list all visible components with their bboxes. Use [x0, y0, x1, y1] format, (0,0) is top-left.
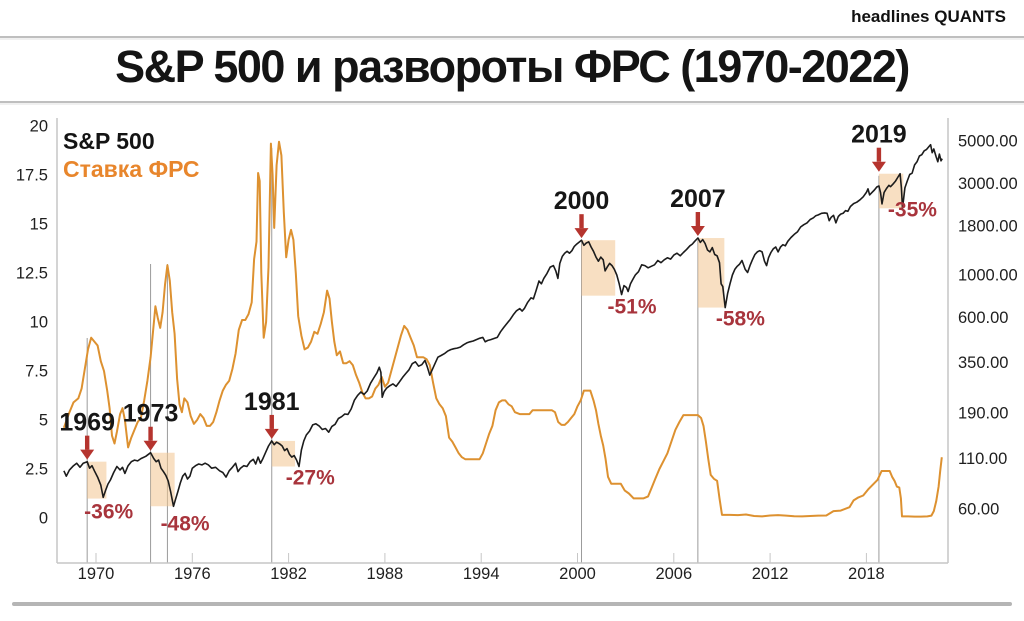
bottom-separator — [12, 602, 1012, 606]
page-title: S&P 500 и развороты ФРС (1970-2022) — [115, 41, 910, 92]
down-arrow-head-icon — [871, 161, 886, 172]
drawdown-pct-label: -27% — [286, 467, 335, 490]
annotation-2019: 2019 -35% — [851, 121, 937, 222]
sp500-line — [63, 143, 943, 508]
drawdown-shade-1973 — [150, 452, 175, 507]
drawdown-pct-label: -35% — [888, 198, 937, 221]
chart-svg: 1969 -36% 1973 -48% 1981 -27% 2000 -51% 2007 -58%… — [16, 118, 1018, 583]
chart-legend: S&P 500 Ставка ФРС — [63, 127, 200, 183]
annotation-1981: 1981 -27% — [244, 388, 335, 490]
x-axis-tick-label: 1994 — [463, 565, 500, 582]
drawdown-pct-label: -51% — [608, 296, 657, 319]
event-year-label: 1981 — [244, 388, 300, 416]
annotation-2007: 2007 -58% — [670, 185, 765, 331]
event-year-label: 1973 — [123, 400, 179, 428]
down-arrow-head-icon — [80, 449, 95, 460]
left-axis-tick-label: 0 — [39, 510, 48, 528]
x-axis-tick-label: 2006 — [655, 565, 692, 582]
x-axis-tick-label: 2000 — [559, 565, 596, 582]
down-arrow-head-icon — [690, 226, 705, 237]
right-axis-tick-label: 3000.00 — [958, 175, 1018, 193]
drawdown-shade-1981 — [271, 440, 296, 467]
left-axis-tick-label: 10 — [30, 314, 48, 332]
fed-rate-line — [62, 140, 943, 518]
legend-sp500-label: S&P 500 — [63, 128, 155, 154]
x-axis-tick-label: 1970 — [78, 565, 115, 582]
down-arrow-icon — [579, 214, 584, 229]
down-arrow-icon — [148, 426, 153, 441]
annotation-1969: 1969 -36% — [59, 409, 133, 524]
down-arrow-icon — [84, 435, 90, 450]
event-year-label: 1969 — [59, 409, 115, 437]
event-year-label: 2000 — [554, 187, 610, 215]
down-arrow-icon — [269, 414, 274, 429]
right-axis-tick-label: 1800.00 — [958, 218, 1018, 236]
drawdown-pct-label: -58% — [716, 308, 765, 331]
left-axis-tick-label: 5 — [39, 412, 48, 430]
right-axis-tick-label: 60.00 — [958, 500, 999, 518]
legend-fed-label: Ставка ФРС — [63, 156, 200, 182]
right-axis-tick-label: 600.00 — [958, 309, 1008, 327]
left-axis-tick-label: 17.5 — [16, 167, 48, 185]
drawdown-shade-2000 — [581, 240, 616, 296]
x-axis-tick-label: 1976 — [174, 565, 211, 582]
left-axis-tick-label: 2.5 — [25, 461, 48, 479]
drawdown-pct-label: -48% — [161, 512, 210, 535]
right-axis-tick-label: 110.00 — [958, 450, 1007, 468]
x-axis-tick-label: 2012 — [752, 565, 789, 582]
event-year-label: 2019 — [851, 121, 907, 149]
right-axis-tick-label: 190.00 — [958, 405, 1008, 423]
down-arrow-head-icon — [143, 440, 158, 451]
x-axis-tick-label: 1982 — [270, 565, 307, 582]
annotation-2000: 2000 -51% — [554, 187, 657, 318]
x-axis-tick-label: 2018 — [848, 565, 885, 582]
drawdown-pct-label: -36% — [84, 501, 133, 524]
right-axis-tick-label: 5000.00 — [958, 133, 1018, 151]
left-axis-tick-label: 12.5 — [16, 265, 48, 283]
title-separator — [0, 101, 1024, 103]
brand-logo: headlines QUANTS — [851, 7, 1006, 26]
right-axis-tick-label: 1000.00 — [958, 267, 1018, 285]
down-arrow-head-icon — [574, 228, 589, 239]
down-arrow-icon — [876, 147, 882, 162]
right-axis-tick-label: 350.00 — [958, 354, 1008, 372]
event-year-label: 2007 — [670, 185, 726, 213]
x-axis-tick-label: 1988 — [367, 565, 404, 582]
left-axis-tick-label: 7.5 — [25, 363, 48, 381]
left-axis-tick-label: 15 — [30, 216, 48, 234]
left-axis-tick-label: 20 — [30, 118, 48, 136]
annotation-1973: 1973 -48% — [123, 400, 210, 536]
down-arrow-icon — [695, 212, 701, 227]
top-separator — [0, 36, 1024, 38]
down-arrow-head-icon — [264, 428, 279, 439]
